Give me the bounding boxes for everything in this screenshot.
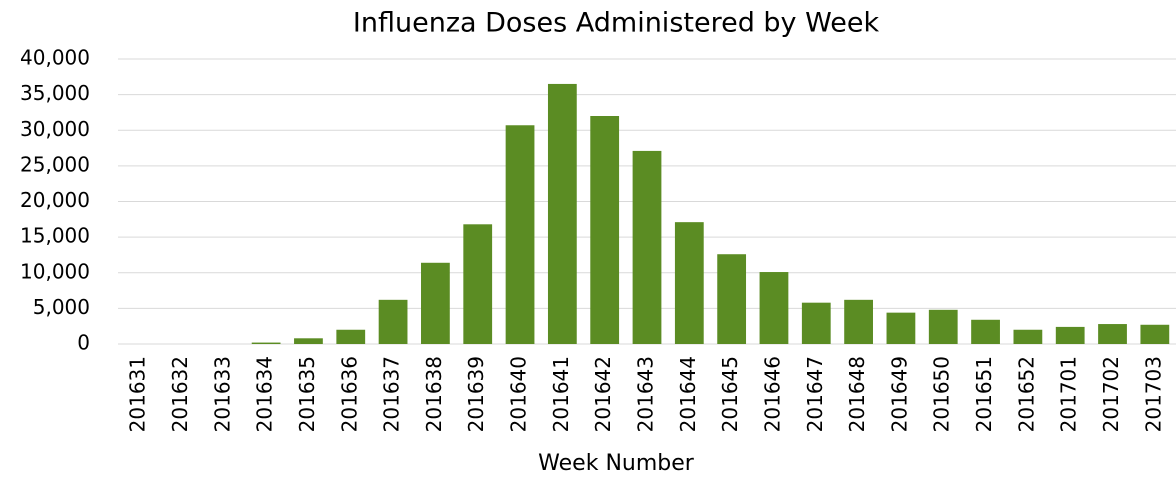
bar <box>759 272 789 344</box>
x-tick-label: 201638 <box>422 356 446 432</box>
y-tick-label: 15,000 <box>20 224 90 248</box>
y-tick-label: 25,000 <box>20 152 90 176</box>
x-tick-label: 201650 <box>930 356 954 432</box>
bar <box>674 222 704 344</box>
y-tick-label: 40,000 <box>20 46 90 70</box>
bar <box>251 342 281 344</box>
bar <box>547 83 577 344</box>
y-tick-label: 30,000 <box>20 117 90 141</box>
chart-title: Influenza Doses Administered by Week <box>353 8 880 39</box>
x-tick-label: 201649 <box>887 356 911 432</box>
x-tick-label: 201642 <box>591 356 615 432</box>
y-tick-label: 5,000 <box>33 295 90 319</box>
x-tick-label: 201703 <box>1141 356 1165 432</box>
x-tick-label: 201641 <box>549 356 573 432</box>
bar <box>801 302 831 344</box>
bar <box>928 309 958 344</box>
x-tick-label: 201646 <box>760 356 784 432</box>
y-tick-label: 35,000 <box>20 81 90 105</box>
y-tick-label: 10,000 <box>20 259 90 283</box>
bar <box>463 224 493 344</box>
y-tick-label: 20,000 <box>20 188 90 212</box>
bar <box>294 338 323 344</box>
bar <box>505 125 535 344</box>
bar <box>717 254 747 344</box>
x-tick-label: 201640 <box>507 356 531 432</box>
bar <box>1098 324 1127 344</box>
x-tick-label: 201643 <box>634 356 658 432</box>
bar <box>590 116 620 344</box>
bar <box>421 262 450 344</box>
x-tick-label: 201647 <box>803 356 827 432</box>
bar <box>971 319 1000 344</box>
bar <box>1140 324 1170 344</box>
bar <box>378 299 408 344</box>
bar <box>886 312 916 344</box>
bar <box>1013 329 1043 344</box>
x-tick-label: 201702 <box>1099 356 1123 432</box>
x-tick-label: 201652 <box>1014 356 1038 432</box>
x-tick-label: 201648 <box>845 356 869 432</box>
bar <box>844 299 873 344</box>
x-tick-label: 201644 <box>676 356 700 432</box>
x-tick-label: 201633 <box>210 356 234 432</box>
x-tick-label: 201631 <box>126 356 150 432</box>
x-tick-label: 201634 <box>253 356 277 432</box>
x-tick-label: 201632 <box>168 356 192 432</box>
x-tick-label: 201639 <box>464 356 488 432</box>
x-axis-label: Week Number <box>538 451 695 476</box>
x-tick-label: 201636 <box>337 356 361 432</box>
y-tick-label: 0 <box>77 331 90 355</box>
x-tick-label: 201701 <box>1057 356 1081 432</box>
x-tick-label: 201637 <box>380 356 404 432</box>
bar <box>1055 326 1085 344</box>
bar <box>336 329 366 344</box>
x-tick-label: 201635 <box>295 356 319 432</box>
x-tick-label: 201645 <box>718 356 742 432</box>
bar <box>632 150 662 344</box>
x-tick-label: 201651 <box>972 356 996 432</box>
